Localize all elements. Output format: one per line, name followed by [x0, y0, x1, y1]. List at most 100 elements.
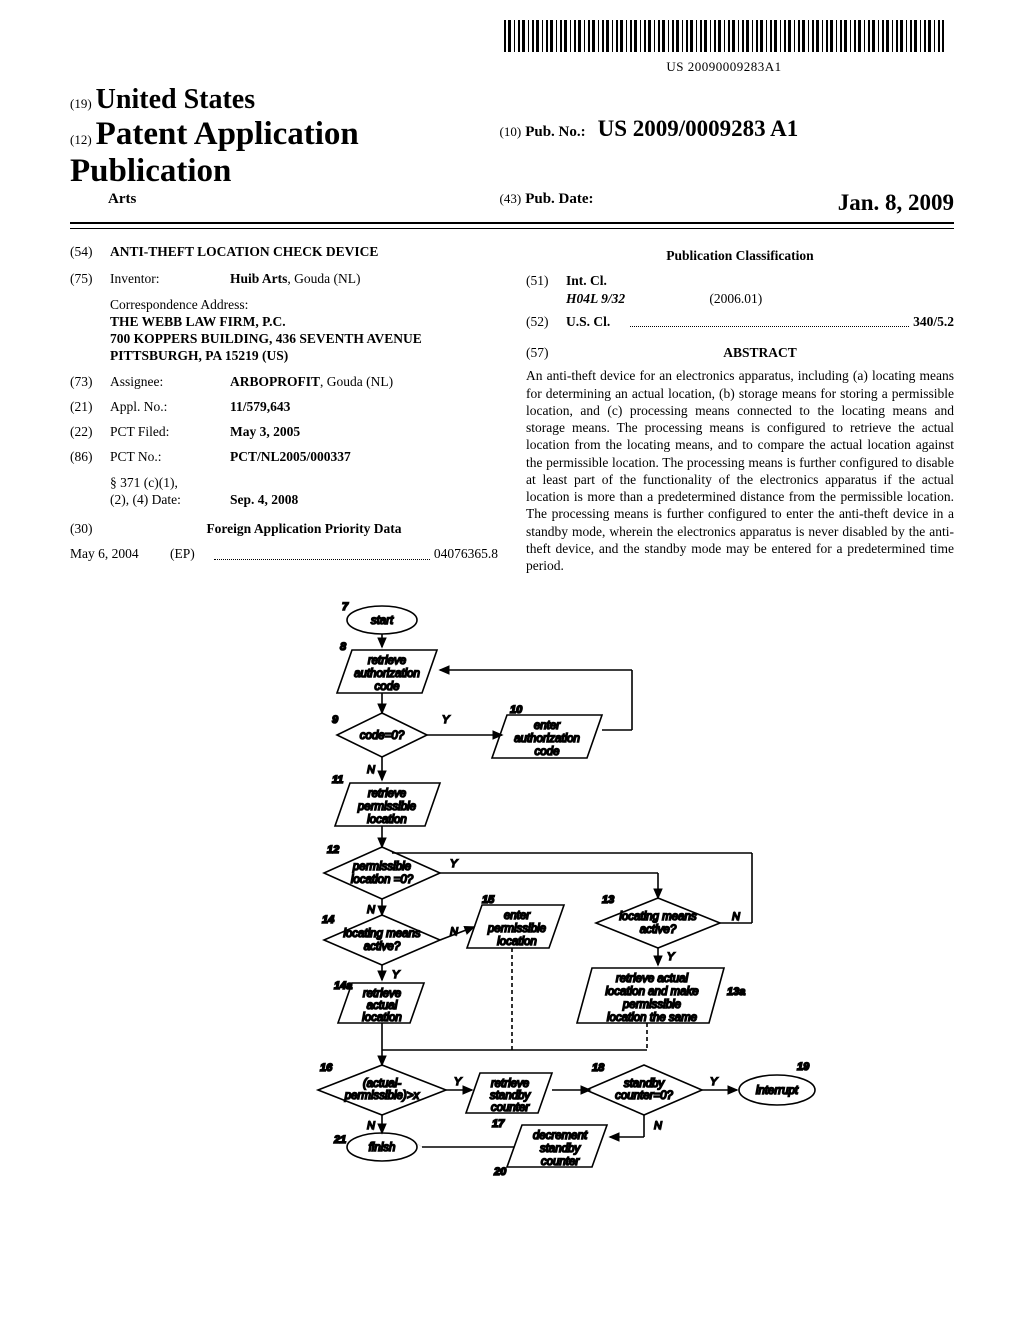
rule-1 [70, 222, 954, 224]
abstract-head: ABSTRACT [566, 344, 954, 361]
svg-text:21: 21 [333, 1134, 346, 1146]
rule-2 [70, 228, 954, 229]
svg-text:N: N [367, 904, 375, 916]
svg-text:code: code [535, 746, 560, 758]
code-21: (21) [70, 398, 110, 415]
svg-text:13: 13 [602, 894, 614, 906]
barcode-area: US 20090009283A1 [70, 20, 944, 76]
foreign-cc: (EP) [170, 545, 210, 562]
assignee-loc: , Gouda (NL) [320, 374, 393, 389]
svg-text:N: N [367, 1120, 375, 1132]
svg-text:15: 15 [482, 894, 495, 906]
svg-text:Y: Y [392, 969, 400, 981]
pubclass-head: Publication Classification [526, 247, 954, 264]
authors: Arts [108, 191, 136, 207]
svg-text:8: 8 [340, 641, 347, 653]
pub-type: Patent Application Publication [70, 116, 359, 189]
country: United States [96, 84, 255, 115]
svg-text:authorization: authorization [354, 668, 420, 680]
svg-text:(actual-: (actual- [363, 1078, 402, 1090]
code-57: (57) [526, 344, 566, 361]
svg-text:permissible: permissible [487, 923, 546, 935]
assignee-name: ARBOPROFIT [230, 374, 320, 389]
code-75: (75) [70, 270, 110, 287]
svg-text:active?: active? [640, 924, 677, 936]
pubno-label: Pub. No.: [525, 124, 585, 140]
svg-text:Y: Y [710, 1076, 718, 1088]
svg-text:location and make: location and make [605, 986, 698, 998]
svg-text:17: 17 [492, 1118, 505, 1130]
svg-text:code: code [375, 681, 400, 693]
corr-line2: 700 KOPPERS BUILDING, 436 SEVENTH AVENUE [110, 330, 498, 347]
svg-text:Y: Y [454, 1076, 462, 1088]
s371-label2: (2), (4) Date: [110, 491, 230, 508]
code-51: (51) [526, 272, 566, 307]
flowchart-svg: start 7 retrieve authorization code 8 co… [192, 595, 832, 1225]
body: (54) ANTI-THEFT LOCATION CHECK DEVICE (7… [70, 239, 954, 575]
right-column: Publication Classification (51) Int. Cl.… [526, 239, 954, 575]
svg-text:enter: enter [534, 720, 561, 732]
svg-text:retrieve: retrieve [368, 788, 406, 800]
uscl-val: 340/5.2 [913, 313, 954, 330]
corr-line1: THE WEBB LAW FIRM, P.C. [110, 313, 498, 330]
inventor-name: Huib Arts [230, 271, 287, 286]
svg-text:decrement: decrement [533, 1130, 588, 1142]
pubdate: Jan. 8, 2009 [838, 190, 954, 216]
corr-label: Correspondence Address: [110, 296, 498, 313]
barcode-text: US 20090009283A1 [504, 59, 944, 75]
assignee-label: Assignee: [110, 373, 230, 390]
svg-text:7: 7 [342, 601, 349, 613]
pctno: PCT/NL2005/000337 [230, 448, 498, 465]
code-22: (22) [70, 423, 110, 440]
intcl-label: Int. Cl. [566, 272, 954, 289]
svg-text:counter=0?: counter=0? [615, 1090, 673, 1102]
svg-text:N: N [367, 764, 375, 776]
svg-text:retrieve: retrieve [368, 655, 406, 667]
svg-text:10: 10 [510, 704, 523, 716]
code-30: (30) [70, 520, 110, 537]
svg-text:permissible: permissible [622, 999, 681, 1011]
svg-text:counter: counter [491, 1102, 531, 1114]
intcl-year: (2006.01) [709, 291, 762, 306]
code-73: (73) [70, 373, 110, 390]
svg-text:9: 9 [332, 714, 339, 726]
svg-text:20: 20 [493, 1166, 507, 1178]
pubno: US 2009/0009283 A1 [598, 116, 799, 141]
inventor-label: Inventor: [110, 270, 230, 287]
svg-text:actual: actual [367, 1000, 398, 1012]
barcode: US 20090009283A1 [504, 20, 944, 75]
foreign-no: 04076365.8 [434, 545, 498, 562]
svg-text:counter: counter [541, 1156, 581, 1168]
svg-text:permissible)>x: permissible)>x [344, 1090, 421, 1102]
svg-text:authorization: authorization [514, 733, 580, 745]
svg-text:location the same: location the same [607, 1012, 697, 1024]
inventor-loc: , Gouda (NL) [287, 271, 360, 286]
svg-text:retrieve actual: retrieve actual [616, 973, 689, 985]
svg-text:location: location [497, 936, 537, 948]
svg-text:enter: enter [504, 910, 531, 922]
svg-text:19: 19 [797, 1061, 810, 1073]
svg-text:standby: standby [624, 1078, 666, 1090]
svg-text:retrieve: retrieve [491, 1078, 529, 1090]
svg-text:standby: standby [540, 1143, 582, 1155]
svg-text:location =0?: location =0? [351, 874, 414, 886]
code-43: (43) [500, 191, 522, 206]
foreign-date: May 6, 2004 [70, 545, 170, 562]
code-52: (52) [526, 313, 566, 330]
svg-text:14: 14 [322, 914, 334, 926]
s371-label1: § 371 (c)(1), [110, 474, 230, 491]
svg-text:finish: finish [369, 1142, 396, 1154]
svg-text:12: 12 [327, 844, 339, 856]
svg-text:location: location [367, 814, 407, 826]
svg-text:locating means: locating means [619, 911, 697, 923]
code-12: (12) [70, 132, 92, 147]
svg-text:Y: Y [442, 714, 450, 726]
pctfiled-label: PCT Filed: [110, 423, 230, 440]
svg-text:permissible: permissible [352, 861, 411, 873]
svg-text:interrupt: interrupt [756, 1085, 799, 1097]
svg-text:Y: Y [667, 951, 675, 963]
corr-line3: PITTSBURGH, PA 15219 (US) [110, 347, 498, 364]
svg-text:16: 16 [320, 1062, 333, 1074]
appl-label: Appl. No.: [110, 398, 230, 415]
svg-text:18: 18 [592, 1062, 605, 1074]
